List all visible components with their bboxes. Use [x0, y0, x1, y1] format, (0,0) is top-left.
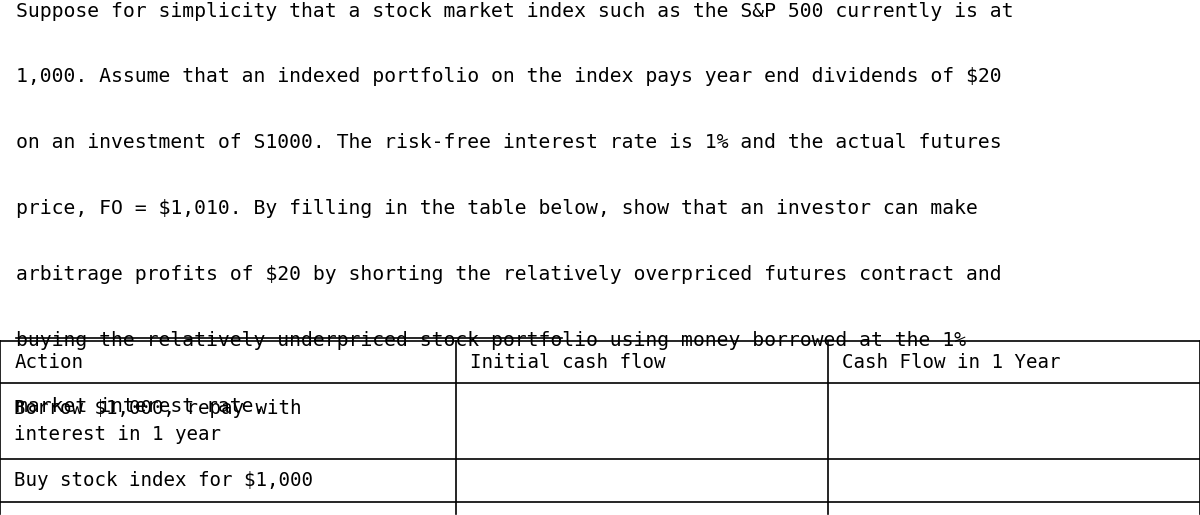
- Text: Buy stock index for $1,000: Buy stock index for $1,000: [14, 471, 313, 490]
- Text: buying the relatively underpriced stock portfolio using money borrowed at the 1%: buying the relatively underpriced stock …: [16, 331, 966, 350]
- Text: 1,000. Assume that an indexed portfolio on the index pays year end dividends of : 1,000. Assume that an indexed portfolio …: [16, 67, 1001, 87]
- Text: price, FO = $1,010. By filling in the table below, show that an investor can mak: price, FO = $1,010. By filling in the ta…: [16, 199, 978, 218]
- Text: on an investment of S1000. The risk-free interest rate is 1% and the actual futu: on an investment of S1000. The risk-free…: [16, 133, 1001, 152]
- Text: Cash Flow in 1 Year: Cash Flow in 1 Year: [842, 353, 1061, 371]
- Text: arbitrage profits of $20 by shorting the relatively overpriced futures contract : arbitrage profits of $20 by shorting the…: [16, 265, 1001, 284]
- Text: market interest rate.: market interest rate.: [16, 397, 265, 416]
- Text: Initial cash flow: Initial cash flow: [470, 353, 666, 371]
- Text: Action: Action: [14, 353, 84, 371]
- Text: Suppose for simplicity that a stock market index such as the S&P 500 currently i: Suppose for simplicity that a stock mark…: [16, 2, 1013, 21]
- Text: Borrow $1,000, repay with
interest in 1 year: Borrow $1,000, repay with interest in 1 …: [14, 399, 302, 443]
